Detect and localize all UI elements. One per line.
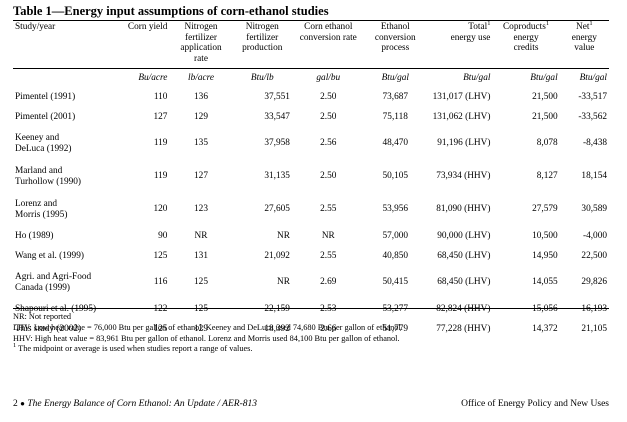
- table-title: Table 1—Energy input assumptions of corn…: [13, 4, 329, 18]
- unit-cell: Btu/gal: [530, 72, 558, 83]
- table-row: This study (2002) 125 129 18,392 2.66 51…: [15, 323, 607, 334]
- table-row: Ho (1989) 90 NR NR NR 57,000 90,000 (LHV…: [15, 230, 607, 241]
- header-conversion-process: Ethanol conversion process: [374, 22, 416, 53]
- bottom-rule: [13, 308, 609, 309]
- unit-cell: Btu/lb: [250, 72, 274, 83]
- unit-cell: Btu/gal: [381, 72, 409, 83]
- note-hhv: HHV: High heat value = 83,961 Btu per ga…: [13, 333, 400, 343]
- publication-title: The Energy Balance of Corn Ethanol: An U…: [27, 399, 257, 409]
- top-rule: [13, 20, 609, 21]
- header-corn-yield: Corn yield: [127, 22, 168, 32]
- table-row: Lorenz and Morris (1995) 120 123 27,605 2…: [15, 199, 607, 220]
- office-name: Office of Energy Policy and New Uses: [461, 399, 609, 409]
- note-lhv: LHV: Low heat value = 76,000 Btu per gal…: [13, 322, 403, 332]
- table-row: Wang et al. (1999) 125 131 21,092 2.55 4…: [15, 250, 607, 261]
- energy-table: Study/year Corn yield Nitrogen fertilizer…: [13, 20, 609, 339]
- note-footnote: 1 The midpoint or average is used when s…: [13, 342, 253, 354]
- header-nitrogen-application: Nitrogen fertilizer application rate: [180, 22, 222, 64]
- header-total-energy: Total1 energy use: [450, 20, 491, 43]
- table-row: Marland and Turhollow (1990) 119 127 31,1…: [15, 166, 607, 187]
- unit-cell: Btu/gal: [579, 72, 607, 83]
- table-notes: NR: Not reported LHV: Low heat value = 7…: [13, 312, 403, 355]
- header-net-energy: Net1 energy value: [571, 20, 597, 53]
- table-row: Pimentel (1991) 110 136 37,551 2.50 73,6…: [15, 91, 607, 102]
- table-row: Keeney and DeLuca (1992) 119 135 37,958 2…: [15, 133, 607, 154]
- note-nr: NR: Not reported: [13, 312, 72, 321]
- header-row: Study/year Corn yield Nitrogen fertilizer…: [13, 20, 609, 69]
- header-coproducts: Coproducts1 energy credits: [502, 20, 550, 53]
- unit-cell: gal/bu: [316, 72, 341, 83]
- header-conversion-rate: Corn ethanol conversion rate: [299, 22, 357, 43]
- table-row: Pimentel (2001) 127 129 33,547 2.50 75,1…: [15, 111, 607, 122]
- unit-cell: Bu/acre: [138, 72, 168, 83]
- page-number: 2: [13, 399, 18, 409]
- units-row: Bu/acre lb/acre Btu/lb gal/bu Btu/gal Bt…: [13, 68, 609, 88]
- unit-cell: lb/acre: [188, 72, 215, 83]
- bullet-icon: ●: [20, 399, 25, 408]
- unit-cell: Btu/gal: [463, 72, 491, 83]
- header-study: Study/year: [15, 22, 56, 32]
- header-nitrogen-production: Nitrogen fertilizer production: [242, 22, 283, 53]
- table-row: Agri. and Agri-Food Canada (1999) 116 125…: [15, 272, 607, 293]
